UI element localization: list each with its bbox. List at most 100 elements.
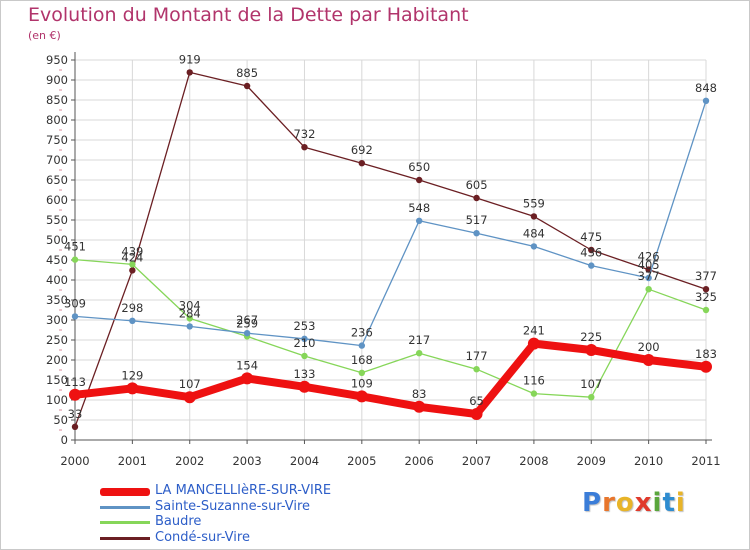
- data-label: 133: [293, 367, 315, 381]
- series-line-0: [74, 71, 707, 428]
- logo-letter: o: [615, 488, 635, 518]
- y-tick-label: 700: [46, 153, 68, 167]
- y-tick-label: 250: [46, 333, 68, 347]
- data-label: 217: [408, 333, 430, 347]
- data-label: 548: [408, 201, 430, 215]
- data-point: [530, 213, 538, 220]
- data-point: [186, 323, 193, 330]
- y-tick-label: 350: [46, 293, 68, 307]
- data-label: 129: [121, 368, 143, 382]
- data-point: [470, 408, 483, 420]
- x-tick-label: 2007: [462, 454, 491, 468]
- data-point: [530, 390, 538, 397]
- x-tick-label: 2005: [347, 454, 376, 468]
- data-label: 605: [466, 178, 488, 192]
- x-tick-label: 2009: [577, 454, 606, 468]
- chart-subtitle: (en €): [28, 29, 61, 42]
- data-label: 298: [121, 301, 143, 315]
- data-point: [301, 144, 308, 151]
- data-label: 259: [236, 316, 258, 330]
- data-point: [413, 400, 426, 413]
- legend-swatch: [100, 536, 150, 540]
- y-tick-label: 550: [46, 213, 68, 227]
- data-point: [588, 262, 595, 269]
- series-line-1: [74, 258, 707, 398]
- data-point: [129, 261, 136, 268]
- data-point: [69, 388, 81, 401]
- data-label: 919: [179, 52, 201, 66]
- data-label: 177: [466, 349, 488, 363]
- legend-label: Sainte-Suzanne-sur-Vire: [155, 498, 311, 514]
- data-point: [71, 256, 79, 263]
- grid: [74, 59, 707, 441]
- chart-title: Evolution du Montant de la Dette par Hab…: [28, 4, 469, 26]
- data-point: [129, 267, 136, 274]
- x-tick-label: 2003: [232, 454, 261, 468]
- x-tick-label: 2002: [175, 454, 204, 468]
- data-label: 426: [638, 250, 660, 264]
- data-labels: 33 424 919 885 732 692 650 605 559 475 426 377 451 43…: [64, 52, 717, 420]
- y-tick-label: 450: [46, 253, 68, 267]
- logo-letter: t: [662, 488, 676, 518]
- data-label: 225: [580, 330, 602, 344]
- data-label: 107: [580, 377, 602, 391]
- x-tick-label: 2006: [405, 454, 434, 468]
- data-point: [358, 160, 366, 167]
- data-label: 116: [523, 374, 545, 388]
- data-label: 475: [580, 230, 602, 244]
- data-point: [298, 380, 311, 393]
- data-label: 210: [293, 336, 315, 350]
- data-point: [530, 243, 538, 250]
- data-label: 109: [351, 376, 373, 390]
- logo-letter: r: [602, 488, 616, 518]
- data-label: 236: [351, 326, 373, 340]
- data-label: 732: [293, 127, 315, 141]
- data-point: [129, 317, 136, 324]
- data-point: [358, 342, 366, 349]
- legend-label: Baudre: [155, 514, 202, 529]
- legend-swatch: [100, 521, 150, 524]
- logo-letter: i: [652, 488, 663, 518]
- y-tick-label: 50: [53, 413, 68, 427]
- data-point: [415, 350, 423, 357]
- logo-letter: i: [675, 488, 686, 518]
- data-label: 267: [236, 313, 258, 327]
- data-point: [585, 344, 598, 356]
- data-label: 83: [412, 387, 427, 401]
- logo-letter: P: [582, 488, 603, 518]
- data-label: 65: [469, 394, 484, 408]
- data-point: [301, 352, 308, 360]
- y-tick-label: 750: [46, 133, 68, 147]
- data-label: 848: [695, 81, 717, 95]
- data-label: 183: [695, 347, 717, 361]
- data-label: 200: [638, 340, 660, 354]
- x-tick-label: 2011: [691, 454, 720, 468]
- y-tick-label: 900: [46, 73, 68, 87]
- data-point: [473, 366, 480, 373]
- y-tick-label: 500: [46, 233, 68, 247]
- data-point: [702, 97, 710, 105]
- data-label: 559: [523, 196, 545, 210]
- logo-letter: x: [634, 488, 653, 518]
- data-point: [126, 382, 139, 395]
- data-label: 107: [179, 377, 201, 391]
- data-point: [588, 394, 595, 401]
- data-point: [243, 330, 251, 337]
- data-point: [645, 274, 652, 282]
- data-point: [473, 194, 480, 202]
- data-point: [71, 423, 79, 430]
- data-label: 304: [179, 298, 201, 312]
- data-label: 377: [695, 269, 717, 283]
- data-label: 650: [408, 160, 430, 174]
- data-point: [243, 82, 251, 90]
- data-point: [700, 360, 712, 373]
- x-tick-label: 2000: [60, 454, 89, 468]
- data-label: 309: [64, 296, 86, 310]
- x-tick-label: 2010: [634, 454, 663, 468]
- data-label: 451: [64, 240, 86, 254]
- y-tick-label: 0: [61, 433, 68, 447]
- y-tick-label: 200: [46, 353, 68, 367]
- data-point: [588, 246, 595, 254]
